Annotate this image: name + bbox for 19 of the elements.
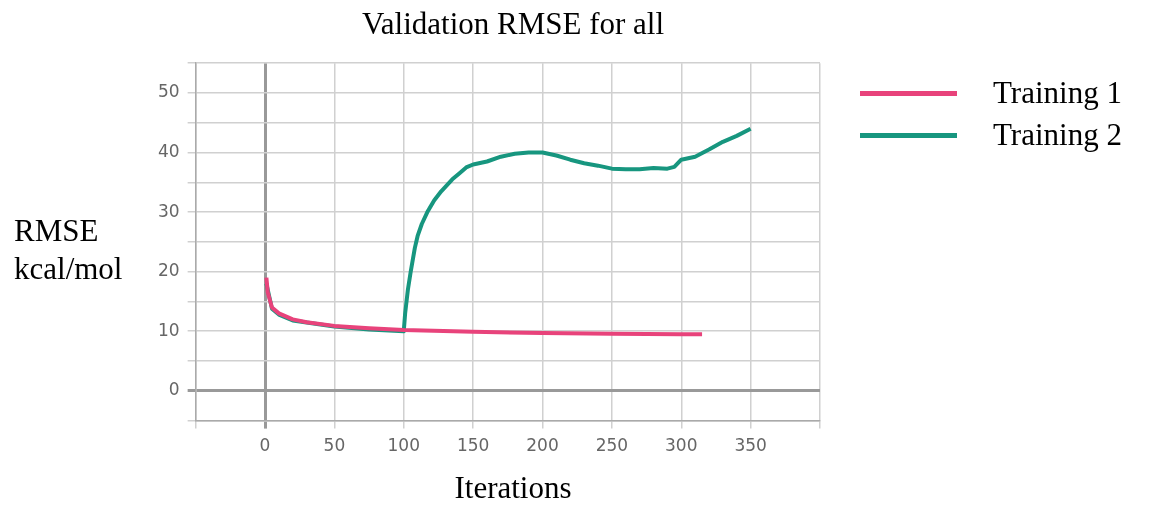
x-tick-label: 150	[456, 435, 490, 456]
legend-label: Training 1	[993, 75, 1122, 111]
x-tick-label: 250	[595, 435, 629, 456]
y-tick-label: 30	[157, 200, 180, 221]
y-tick-label: 10	[157, 319, 180, 340]
x-tick-label: 200	[526, 435, 559, 456]
chart-title: Validation RMSE for all	[360, 6, 666, 42]
x-axis-title: Iterations	[453, 470, 573, 506]
x-tick-label: 100	[387, 435, 420, 456]
y-tick-label: 50	[157, 81, 180, 102]
y-tick-label: 40	[157, 140, 180, 161]
x-tick-label: 300	[665, 435, 698, 456]
legend-label: Training 2	[993, 117, 1122, 153]
y-tick-label: 20	[157, 260, 180, 281]
x-tick-label: 0	[259, 435, 271, 456]
x-tick-label: 50	[323, 435, 346, 456]
x-tick-label: 350	[734, 435, 767, 456]
y-axis-title: RMSE kcal/mol	[14, 212, 124, 288]
y-tick-label: 0	[168, 379, 180, 400]
